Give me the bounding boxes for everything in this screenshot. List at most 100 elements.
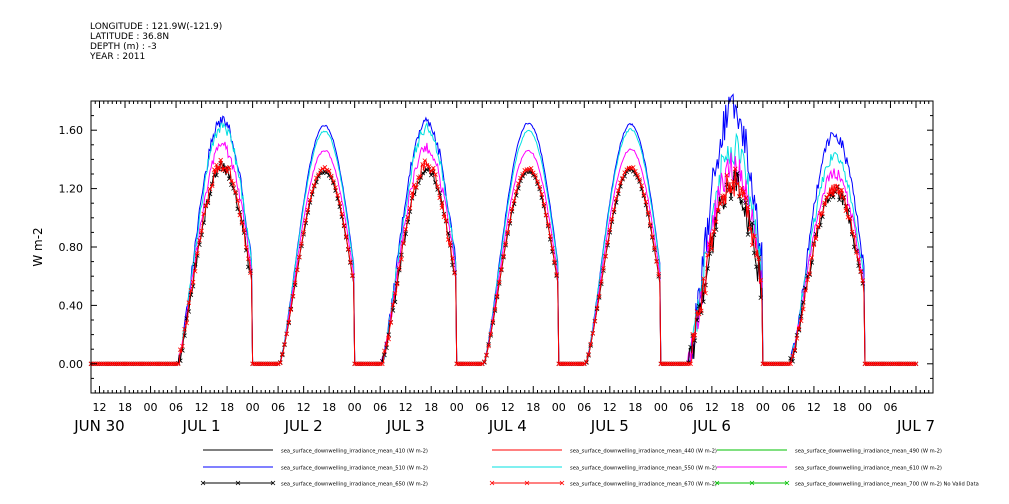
series-marker	[305, 207, 311, 213]
series-marker	[735, 181, 740, 187]
series-marker	[630, 165, 636, 170]
series-marker	[616, 188, 621, 193]
series-marker	[645, 210, 651, 215]
x-tick-label: 12	[807, 401, 821, 414]
series-marker	[301, 230, 306, 235]
x-tick-label: 12	[501, 401, 515, 414]
series-marker	[288, 307, 294, 312]
series-marker	[713, 219, 719, 225]
series-marker	[550, 245, 555, 251]
series-marker	[490, 319, 496, 324]
series-marker	[754, 264, 759, 270]
legend-label: sea_surface_downwelling_irradiance_mean_…	[281, 449, 428, 455]
series-marker	[209, 183, 215, 188]
series-marker	[692, 332, 698, 338]
series-marker	[637, 177, 642, 182]
series-marker	[739, 198, 744, 204]
series-marker	[849, 229, 855, 235]
series-marker	[607, 227, 613, 233]
series-marker	[509, 206, 515, 212]
series-marker	[284, 331, 289, 337]
series-marker	[832, 188, 838, 194]
series-marker	[418, 174, 423, 179]
series-marker	[801, 306, 806, 312]
series-marker	[845, 214, 851, 220]
series-marker	[233, 189, 238, 194]
series-marker	[728, 189, 734, 194]
series-marker	[852, 233, 857, 239]
series-marker	[633, 168, 638, 174]
series-marker	[494, 293, 500, 299]
series-marker	[620, 175, 625, 181]
x-tick-label: 06	[169, 401, 183, 414]
series-marker	[788, 361, 793, 367]
series-marker	[724, 172, 730, 178]
series-marker	[277, 360, 283, 366]
series-marker	[178, 347, 183, 352]
series-marker	[794, 336, 800, 341]
series-marker	[499, 267, 504, 272]
series-marker	[343, 234, 349, 239]
series-marker	[437, 195, 442, 201]
x-date-label: JUL 6	[692, 417, 731, 435]
series-marker	[745, 232, 751, 237]
series-marker	[820, 211, 825, 217]
x-tick-label: 00	[858, 401, 872, 414]
series-marker	[511, 198, 517, 204]
y-tick-label: 1.60	[59, 124, 84, 137]
series-marker	[792, 347, 798, 353]
series-line	[91, 160, 918, 365]
legend-label: sea_surface_downwelling_irradiance_mean_…	[570, 449, 717, 455]
x-tick-label: 06	[577, 401, 591, 414]
x-tick-label: 00	[144, 401, 158, 414]
series-marker	[195, 251, 200, 256]
legend-marker	[749, 480, 755, 486]
series-marker	[186, 309, 192, 314]
series-marker	[803, 288, 808, 293]
series-marker	[696, 311, 702, 317]
series-marker	[192, 261, 198, 267]
series-marker	[743, 195, 749, 201]
series-marker	[552, 259, 557, 265]
series-marker	[592, 318, 598, 324]
series-marker	[299, 241, 304, 247]
series-marker	[584, 359, 589, 365]
series-marker	[199, 228, 204, 234]
series-marker	[588, 341, 593, 347]
x-tick-label: 06	[883, 401, 897, 414]
x-tick-label: 00	[450, 401, 464, 414]
series-marker	[652, 245, 657, 251]
series-marker	[599, 279, 604, 284]
series-marker	[384, 345, 389, 351]
plot-series-group	[88, 93, 919, 367]
series-marker	[441, 214, 447, 220]
series-marker	[656, 272, 661, 277]
x-date-label: JUL 2	[284, 417, 323, 435]
series-marker	[554, 272, 559, 277]
year-label: YEAR : 2011	[90, 52, 146, 62]
series-marker	[435, 184, 440, 189]
series-marker	[535, 179, 540, 184]
series-marker	[811, 242, 817, 248]
series-marker	[411, 182, 417, 188]
series-marker	[641, 192, 647, 197]
x-tick-label: 06	[781, 401, 795, 414]
metadata-block: LONGITUDE : 121.9W(-121.9) LATITUDE : 36…	[90, 22, 222, 62]
series-marker	[730, 179, 736, 184]
x-tick-label: 18	[628, 401, 642, 414]
x-date-label: JUL 3	[386, 417, 425, 435]
y-axis-label: W m-2	[31, 227, 45, 266]
series-marker	[216, 164, 221, 170]
series-marker	[197, 242, 202, 248]
series-marker	[407, 205, 413, 211]
series-marker	[711, 229, 717, 234]
series-marker	[426, 164, 432, 169]
x-tick-label: 06	[373, 401, 387, 414]
series-marker	[380, 361, 385, 367]
series-marker	[745, 204, 751, 210]
series-marker	[843, 208, 849, 213]
series-marker	[618, 180, 623, 185]
series-marker	[248, 270, 253, 275]
series-marker	[718, 201, 723, 207]
series-marker	[294, 267, 300, 273]
